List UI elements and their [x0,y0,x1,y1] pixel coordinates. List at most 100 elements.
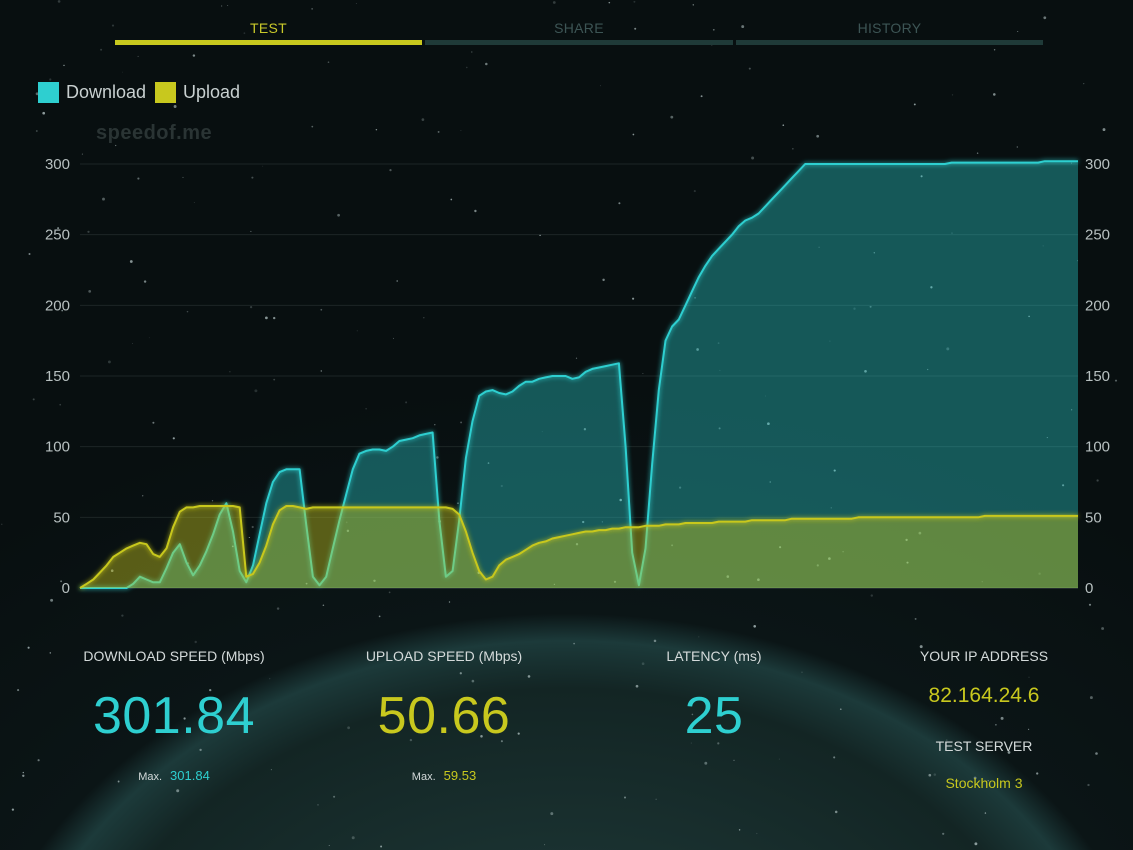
star [757,578,760,582]
star [765,395,766,397]
tab-share-label: SHARE [554,20,604,36]
star [35,92,39,96]
star [613,580,617,583]
legend-upload-swatch [155,81,176,103]
y-tick-right: 150 [1085,368,1110,385]
star [1102,128,1106,132]
star [423,317,425,319]
star [459,672,462,675]
upload-series-line [79,505,1078,589]
star [599,85,601,87]
star [552,1,556,4]
star [28,253,31,255]
star [1062,484,1065,487]
tab-bar: TEST SHARE HISTORY [115,18,1043,48]
star [756,832,758,835]
star [544,844,546,846]
star [619,498,622,502]
upload-speed-value: 50.66 [377,687,511,745]
star [480,735,483,738]
tab-history[interactable]: HISTORY [736,18,1043,48]
star [193,202,195,203]
star [833,469,836,472]
star [384,726,386,728]
star [327,61,330,64]
star [1017,30,1019,33]
legend-upload[interactable]: Upload [155,80,240,104]
star [623,796,627,799]
star [942,832,945,835]
star [550,812,554,816]
y-tick-right: 300 [1085,156,1110,173]
star [499,653,502,657]
star [1007,751,1011,754]
y-tick-left: 50 [53,509,70,526]
star [250,230,252,232]
y-tick-left: 300 [45,156,70,173]
star [801,671,803,673]
star [121,614,124,617]
star [733,759,735,761]
download-speed-title: DOWNLOAD SPEED (Mbps) [83,648,265,664]
star [1083,82,1085,85]
star [853,307,856,310]
star [500,740,503,743]
star [642,373,644,374]
star [466,66,468,69]
star [35,130,38,132]
star [653,639,657,643]
upload-speed-panel: UPLOAD SPEED (Mbps) 50.66 Max. 59.53 [344,648,544,783]
star [602,278,605,282]
star [50,598,54,602]
star [378,615,381,618]
star [142,495,144,497]
star [741,25,745,29]
tab-share[interactable]: SHARE [425,18,733,48]
star [974,842,978,846]
star [1,523,3,525]
star [984,812,987,814]
star [409,656,413,660]
tab-share-indicator [425,40,733,45]
star [436,456,439,459]
tab-test[interactable]: TEST [115,18,422,48]
star [1087,783,1090,787]
star [670,115,674,119]
star [1095,752,1098,755]
star [753,624,757,628]
star [209,688,212,692]
star [751,156,755,160]
star [993,93,996,96]
star [1027,728,1030,731]
star [573,642,575,645]
legend-download[interactable]: Download [38,80,146,104]
star [485,62,488,66]
tab-test-label: TEST [250,20,287,36]
star [115,144,117,147]
star [691,713,694,716]
star [632,297,635,300]
star [778,758,780,760]
star [220,5,223,7]
star [864,369,867,373]
star [1046,437,1048,439]
star [1036,772,1039,775]
star [460,130,462,131]
star [192,54,196,57]
star [199,748,202,752]
star [830,507,832,509]
star [582,520,585,524]
star [1038,572,1041,575]
upload-max-row: Max. 59.53 [344,768,544,783]
star [608,1,611,4]
star [704,761,708,765]
star [993,49,996,51]
star [132,343,134,344]
star [919,645,923,649]
star [818,246,820,248]
star [719,369,721,371]
upload-speed-title: UPLOAD SPEED (Mbps) [365,648,523,664]
star [337,213,340,217]
star [767,422,770,426]
latency-value: 25 [684,687,744,745]
